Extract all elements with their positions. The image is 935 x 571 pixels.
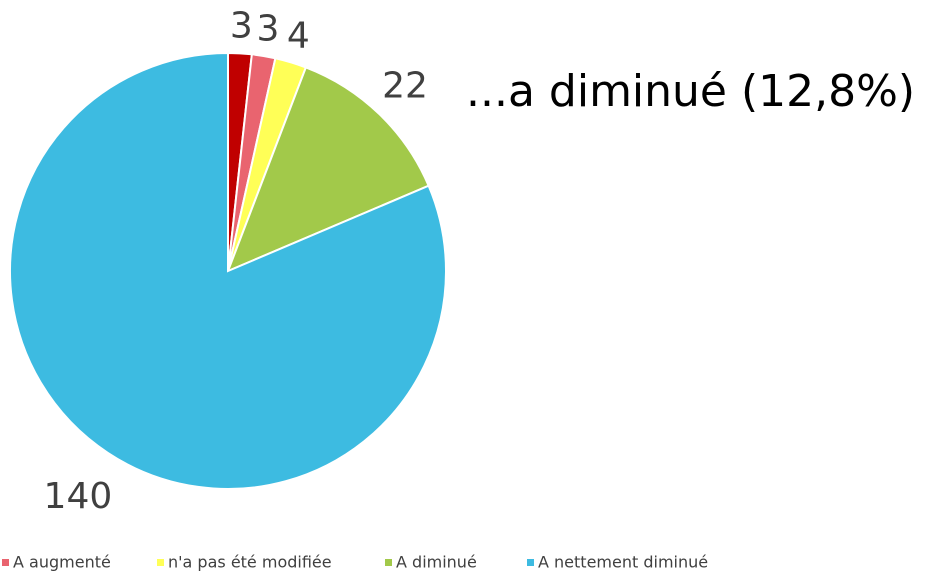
chart-title: ...a diminué (12,8%) xyxy=(466,66,915,117)
data-label: 3 xyxy=(256,8,279,49)
legend-label: A nettement diminué xyxy=(538,553,708,571)
data-label: 140 xyxy=(44,476,113,517)
legend-marker xyxy=(2,559,9,566)
legend-marker xyxy=(385,559,392,566)
legend-marker xyxy=(157,559,164,566)
legend-label: n'a pas été modifiée xyxy=(168,553,332,571)
legend-label: A diminué xyxy=(396,553,477,571)
data-label: 3 xyxy=(230,5,253,46)
pie-slice xyxy=(9,51,447,490)
data-label: 4 xyxy=(287,15,310,56)
legend-label: A augmenté xyxy=(13,553,111,571)
data-label: 22 xyxy=(382,65,428,106)
legend-marker xyxy=(527,559,534,566)
pie-slice xyxy=(226,66,430,273)
